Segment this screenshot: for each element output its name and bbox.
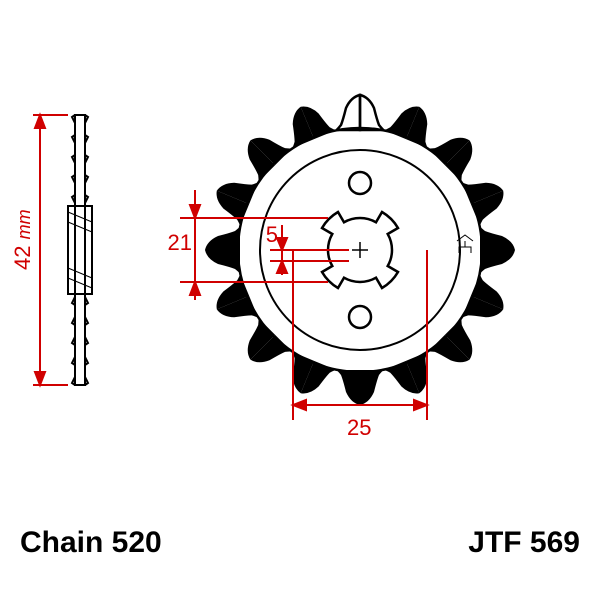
dim-5-label: 5 bbox=[266, 222, 278, 247]
front-view bbox=[205, 95, 515, 405]
dim-5 bbox=[270, 225, 349, 275]
dim-42mm bbox=[33, 115, 68, 385]
dim-42-label: 42 mm bbox=[10, 209, 35, 270]
drawing-svg: 42 mm bbox=[0, 0, 600, 600]
bolt-hole-top bbox=[349, 172, 371, 194]
part-number-label: JTF 569 bbox=[468, 526, 580, 560]
technical-drawing: 42 mm bbox=[0, 0, 600, 600]
chain-spec-label: Chain 520 bbox=[20, 526, 162, 560]
dim-21-label: 21 bbox=[168, 230, 192, 255]
side-view bbox=[68, 115, 92, 385]
dim-25-label: 25 bbox=[347, 415, 371, 440]
bolt-hole-bottom bbox=[349, 306, 371, 328]
dim-21 bbox=[180, 190, 328, 300]
